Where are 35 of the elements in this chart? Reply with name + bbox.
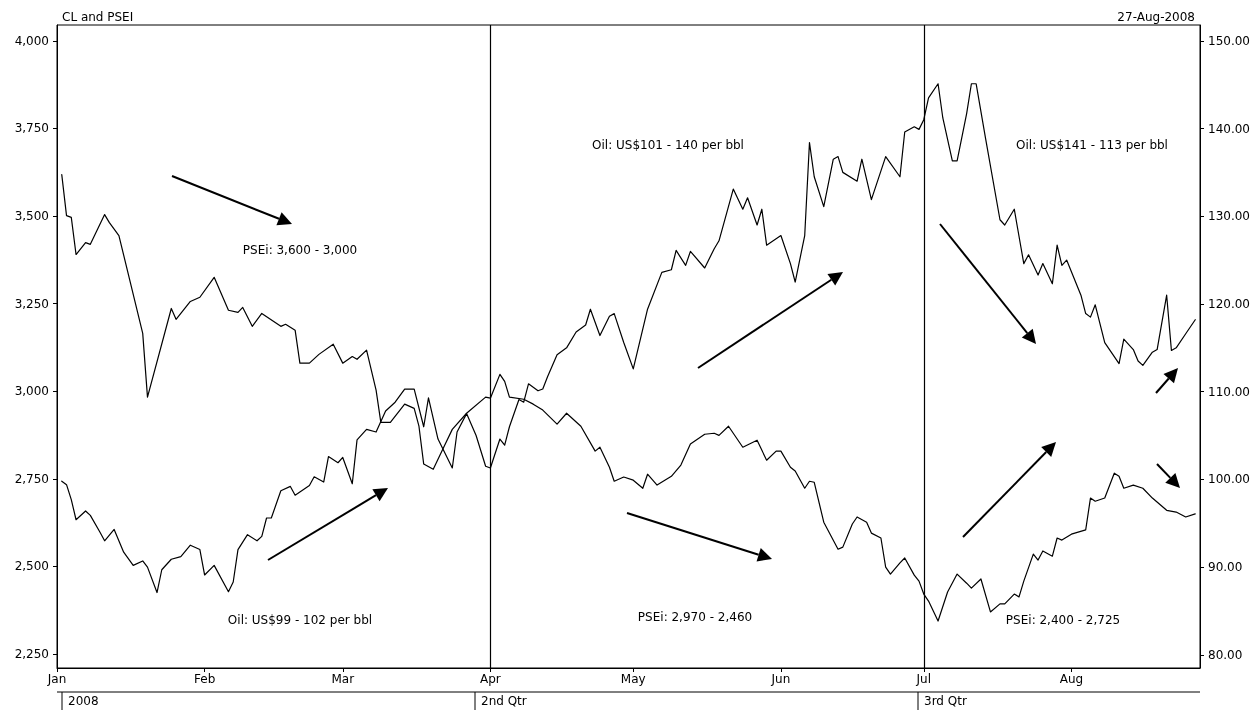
x-tick-label: Aug (1059, 672, 1084, 686)
y-tick-label: 2,250 (14, 646, 49, 661)
y2-tick-label: 130.00 (1208, 209, 1250, 224)
y-tick-label: 3,750 (14, 121, 49, 136)
y-tick-label: 2,500 (14, 559, 49, 574)
y-tick-label: 3,000 (14, 384, 49, 399)
text: 2nd Qtr (481, 694, 527, 708)
x-tick-label: Jun (770, 672, 791, 686)
x-tick-label: May (620, 672, 646, 686)
y-tick-label: 2,750 (14, 471, 49, 486)
y2-tick-label: 140.00 (1208, 121, 1250, 136)
x-tick-label: Apr (480, 672, 501, 686)
text: 2008 (68, 694, 99, 708)
x-tick-label: Mar (331, 672, 355, 686)
x-tick-label: Jan (46, 672, 67, 686)
annotation: PSEi: 2,970 - 2,460 (637, 610, 753, 624)
annotation: Oil: US$141 - 113 per bbl (1016, 138, 1168, 152)
annotation: Oil: US$99 - 102 per bbl (227, 613, 373, 627)
y-tick-label: 4,000 (14, 33, 49, 48)
y2-tick-label: 110.00 (1208, 384, 1250, 399)
y2-tick-label: 150.00 (1208, 33, 1250, 48)
y2-tick-label: 90.00 (1208, 560, 1243, 575)
annotation: PSEi: 3,600 - 3,000 (242, 243, 358, 257)
y2-tick-label: 120.00 (1208, 296, 1250, 311)
chart-title: CL and PSEI (62, 10, 134, 24)
y2-tick-label: 80.00 (1208, 647, 1243, 662)
text: 3rd Qtr (924, 694, 967, 708)
chart-subtitle: 27-Aug-2008 (1117, 10, 1195, 24)
annotation: Oil: US$101 - 140 per bbl (592, 138, 744, 152)
y2-tick-label: 100.00 (1208, 472, 1250, 487)
y-tick-label: 3,500 (14, 208, 49, 223)
x-tick-label: Feb (194, 672, 216, 686)
x-tick-label: Jul (915, 672, 932, 686)
y-tick-label: 3,250 (14, 296, 49, 311)
annotation: PSEi: 2,400 - 2,725 (1005, 613, 1121, 627)
